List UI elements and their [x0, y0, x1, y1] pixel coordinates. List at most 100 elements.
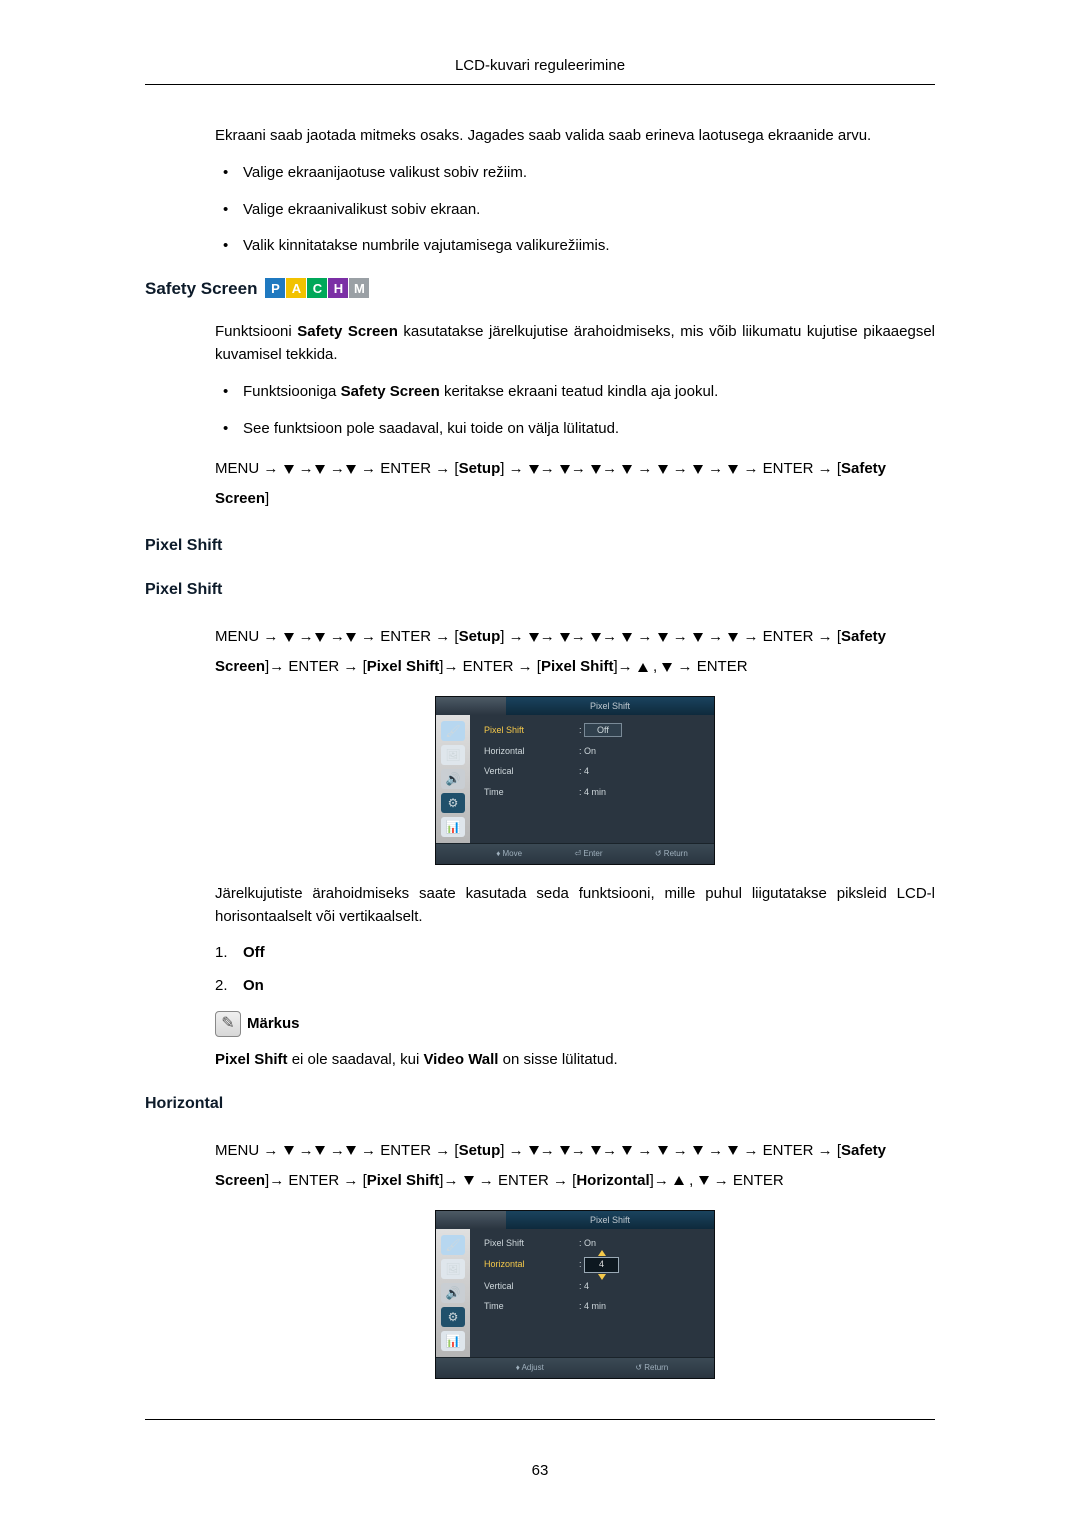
osd-row-value: : 4 min [579, 1300, 639, 1314]
arrow-down-icon [728, 465, 738, 474]
osd-sidebar-icon: 📊 [441, 817, 465, 837]
arrow-down-icon [315, 633, 325, 642]
osd-title: Pixel Shift [506, 697, 714, 715]
arrow-down-icon [560, 1146, 570, 1155]
osd-sidebar-icon: 🖼 [441, 1259, 465, 1279]
osd-footer-item: ↺ Return [635, 1362, 668, 1374]
arrow-down-icon [529, 1146, 539, 1155]
pixel-shift-nav-path: MENU → → → → ENTER → [Setup] → → → → → →… [215, 622, 935, 682]
nav-menu: MENU [215, 460, 259, 477]
intro-bullet: Valige ekraanijaotuse valikust sobiv rež… [215, 162, 935, 185]
arrow-down-icon [693, 1146, 703, 1155]
osd-row-label: Time [484, 786, 579, 800]
nav-enter: ENTER [380, 1142, 431, 1159]
arrow-down-icon [699, 1176, 709, 1185]
nav-pix: Pixel Shift [367, 1172, 440, 1189]
arrow-down-icon [658, 1146, 668, 1155]
horizontal-heading: Horizontal [145, 1092, 935, 1116]
osd-row-value: : Off [579, 723, 639, 738]
arrow-down-icon [693, 465, 703, 474]
nav-enter: ENTER [733, 1172, 784, 1189]
osd-row-label: Horizontal [484, 745, 579, 759]
nav-enter: ENTER [380, 460, 431, 477]
sb1-pre: Funktsiooniga [243, 383, 341, 400]
osd-row-label: Vertical [484, 765, 579, 779]
mode-badge-m: M [349, 278, 369, 298]
osd-footer-item: ♦ Adjust [516, 1362, 544, 1374]
arrow-down-icon [658, 465, 668, 474]
arrow-down-icon [728, 1146, 738, 1155]
osd-sidebar-icon: 🔊 [441, 1283, 465, 1303]
note-suf: on sisse lülitatud. [498, 1051, 617, 1068]
mode-badge-h: H [328, 278, 348, 298]
arrow-down-icon [284, 1146, 294, 1155]
arrow-down-icon [346, 1146, 356, 1155]
arrow-down-icon [529, 465, 539, 474]
arrow-down-icon [284, 633, 294, 642]
safety-para-bold: Safety Screen [297, 323, 398, 340]
bottom-divider [145, 1419, 935, 1420]
badge-group: PACHM [265, 278, 370, 298]
page-header: LCD-kuvari reguleerimine [145, 55, 935, 85]
safety-heading-text: Safety Screen [145, 276, 257, 302]
note-mid: ei ole saadaval, kui [288, 1051, 424, 1068]
arrow-down-icon [622, 1146, 632, 1155]
arrow-down-icon [346, 633, 356, 642]
osd-row-value: : On [579, 745, 639, 759]
arrow-up-icon [638, 663, 648, 672]
arrow-down-icon [693, 633, 703, 642]
option-item: 2.On [215, 975, 935, 998]
osd-sidebar-icon: 📊 [441, 1331, 465, 1351]
arrow-down-icon [560, 465, 570, 474]
osd-row-label: Horizontal [484, 1258, 579, 1272]
arrow-down-icon [591, 633, 601, 642]
note-b2: Video Wall [423, 1051, 498, 1068]
pixel-shift-para2: Järelkujutiste ärahoidmiseks saate kasut… [215, 883, 935, 928]
osd-sidebar-icon: 🔊 [441, 769, 465, 789]
page-number: 63 [145, 1460, 935, 1483]
osd-row-value: : 4 [579, 765, 639, 779]
arrow-down-icon [622, 633, 632, 642]
osd-row-value: : On [579, 1237, 639, 1251]
nav-pix: Pixel Shift [367, 658, 440, 675]
arrow-down-icon [591, 1146, 601, 1155]
nav-enter: ENTER [288, 1172, 339, 1189]
nav-enter: ENTER [288, 658, 339, 675]
nav-menu: MENU [215, 1142, 259, 1159]
osd-sidebar-icon: 🖼 [441, 745, 465, 765]
nav-setup: Setup [459, 460, 501, 477]
nav-horizontal: Horizontal [576, 1172, 649, 1189]
osd-row-label: Time [484, 1300, 579, 1314]
osd-footer-item: ↺ Return [655, 848, 688, 860]
safety-bullet-1: Funktsiooniga Safety Screen keritakse ek… [215, 381, 935, 404]
sb1-bold: Safety Screen [341, 383, 440, 400]
arrow-down-icon [591, 465, 601, 474]
arrow-down-icon [658, 633, 668, 642]
arrow-down-icon [315, 1146, 325, 1155]
arrow-up-icon [674, 1176, 684, 1185]
nav-setup: Setup [459, 628, 501, 645]
arrow-down-icon [529, 633, 539, 642]
nav-enter: ENTER [380, 628, 431, 645]
nav-enter: ENTER [763, 628, 814, 645]
safety-nav-path: MENU → → → → ENTER → [Setup] → → → → → →… [215, 454, 935, 514]
note-icon: ✎ [215, 1011, 241, 1037]
safety-bullet-2: See funktsioon pole saadaval, kui toide … [215, 418, 935, 441]
osd-sidebar-icon: ⚙ [441, 1307, 465, 1327]
osd-title: Pixel Shift [506, 1211, 714, 1229]
note-row: ✎ Märkus [215, 1011, 935, 1037]
osd-footer-item: ⏎ Enter [574, 848, 602, 860]
nav-enter: ENTER [463, 658, 514, 675]
nav-enter: ENTER [763, 1142, 814, 1159]
intro-bullet: Valik kinnitatakse numbrile vajutamisega… [215, 235, 935, 258]
mode-badge-c: C [307, 278, 327, 298]
intro-bullet: Valige ekraanivalikust sobiv ekraan. [215, 199, 935, 222]
option-item: 1.Off [215, 942, 935, 965]
sb1-suf: keritakse ekraani teatud kindla aja jook… [440, 383, 719, 400]
arrow-down-icon [284, 465, 294, 474]
osd-sidebar-icon: 🖌 [441, 1235, 465, 1255]
arrow-down-icon [662, 663, 672, 672]
safety-para-prefix: Funktsiooni [215, 323, 297, 340]
mode-badge-a: A [286, 278, 306, 298]
osd-row-value: : 4 [579, 1280, 639, 1294]
